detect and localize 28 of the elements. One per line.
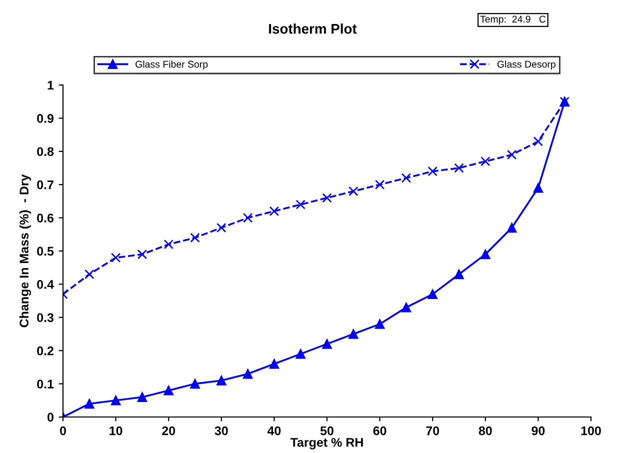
y-axis-title: Change In Mass (%) - Dry — [19, 174, 32, 328]
x-tick-label: 30 — [214, 426, 228, 436]
x-tick-label: 20 — [162, 426, 176, 436]
x-tick-label: 60 — [373, 426, 386, 436]
y-tick-label: 0 — [48, 412, 54, 422]
x-tick-label: 40 — [267, 426, 281, 436]
legend-label: Glass Fiber Sorp — [136, 60, 208, 70]
y-tick-label: 0.6 — [37, 214, 54, 222]
y-tick-label: 0.4 — [37, 280, 54, 289]
y-tick-label: 1 — [48, 80, 54, 90]
x-tick-label: 100 — [581, 426, 601, 436]
x-tick-label: 90 — [532, 426, 545, 436]
x-tick-label: 80 — [478, 426, 492, 436]
y-tick-label: 0.7 — [37, 180, 54, 190]
x-tick-label: 70 — [426, 426, 440, 436]
x-axis-title: Target % RH — [290, 438, 363, 450]
y-tick-label: 0.9 — [37, 114, 54, 123]
text: Temp: 24.9 C — [480, 16, 546, 25]
legend-label: Glass Desorp — [497, 60, 556, 70]
chart-title: Isotherm Plot — [269, 24, 357, 34]
x-tick-label: 10 — [110, 426, 122, 436]
y-tick-label: 0.3 — [37, 313, 54, 322]
y-tick-label: 0.8 — [37, 147, 54, 156]
y-tick-label: 0.2 — [37, 346, 54, 356]
x-tick-label: 50 — [320, 426, 334, 436]
y-tick-label: 0.5 — [37, 246, 54, 256]
x-tick-label: 0 — [60, 426, 66, 436]
y-tick-label: 0.1 — [37, 380, 54, 388]
